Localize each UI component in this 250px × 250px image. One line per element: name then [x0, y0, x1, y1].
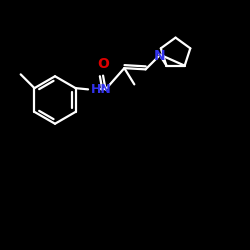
Text: O: O	[97, 57, 109, 70]
Text: HN: HN	[90, 83, 111, 96]
Text: N: N	[154, 48, 165, 62]
